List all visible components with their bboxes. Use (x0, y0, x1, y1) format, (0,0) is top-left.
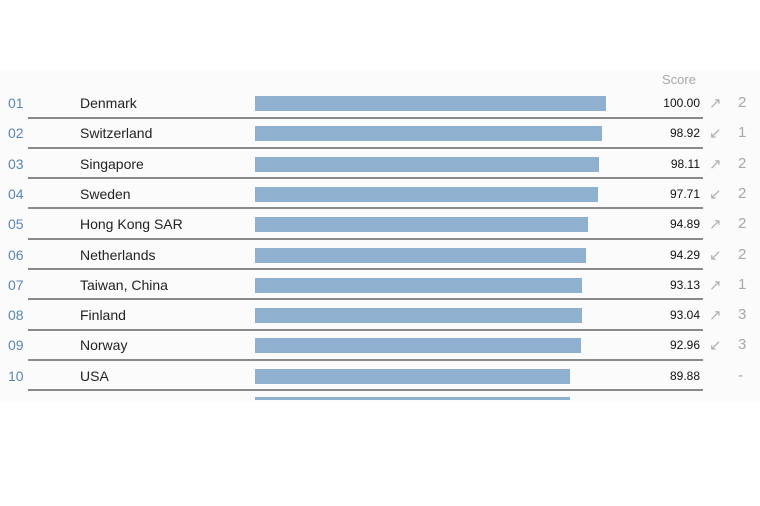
score-value: 93.13 (669, 277, 700, 292)
score-bar (255, 96, 606, 111)
ranking-row: 06 Netherlands 94.29 ↙ 2 (0, 241, 760, 271)
country-label: Finland (80, 307, 126, 324)
rank-change-value: 2 (738, 154, 747, 172)
score-value: 100.00 (663, 96, 700, 110)
arrow-up-right-icon: ↗ (709, 307, 722, 325)
row-divider (28, 146, 703, 149)
row-divider (28, 207, 703, 210)
arrow-up-right-icon: ↗ (709, 155, 722, 173)
score-bar (255, 277, 582, 293)
score-value: 92.96 (669, 338, 700, 353)
score-bar (255, 247, 586, 263)
score-bar (255, 368, 571, 384)
rank-change-value: 2 (738, 245, 747, 263)
score-value: 98.11 (670, 156, 700, 171)
score-bar (255, 126, 603, 142)
rank-change-value: 2 (738, 215, 747, 233)
ranking-row: 03 Singapore 98.11 ↗ 2 (0, 150, 760, 180)
ranking-row: 07 Taiwan, China 93.13 ↗ 1 (0, 271, 760, 301)
arrow-up-right-icon: ↗ (709, 95, 722, 112)
rank-label: 01 (8, 95, 24, 111)
score-bar (255, 338, 582, 354)
ranking-row: 10 USA 89.88 - (0, 362, 760, 392)
score-value: 94.29 (669, 247, 700, 262)
row-divider (28, 358, 703, 361)
country-label: Hong Kong SAR (80, 216, 183, 233)
ranking-row: 09 Norway 92.96 ↙ 3 (0, 331, 760, 361)
rank-change-value: 2 (738, 94, 747, 111)
score-bar (255, 308, 582, 324)
cropped-score-bar (255, 397, 570, 400)
rank-label: 08 (8, 307, 24, 324)
score-bar (255, 217, 589, 233)
score-value: 98.92 (669, 126, 700, 141)
rank-change-value: 2 (738, 184, 747, 202)
rank-change-value: 3 (738, 336, 747, 354)
rank-label: 10 (8, 367, 24, 384)
country-label: Switzerland (80, 125, 153, 142)
ranking-row: 02 Switzerland 98.92 ↙ 1 (0, 119, 760, 149)
score-value: 94.89 (669, 217, 700, 232)
country-label: USA (80, 367, 109, 384)
country-label: Sweden (80, 185, 131, 202)
arrow-down-left-icon: ↙ (709, 337, 722, 355)
rank-change-value: 1 (738, 124, 747, 142)
arrow-up-right-icon: ↗ (709, 216, 722, 234)
row-divider (28, 268, 703, 270)
score-value: 93.04 (669, 308, 700, 323)
arrow-down-left-icon: ↙ (709, 246, 722, 264)
rank-change-value: - (738, 366, 743, 384)
rank-label: 05 (8, 216, 24, 233)
row-divider (28, 328, 703, 331)
arrow-down-left-icon: ↙ (709, 125, 722, 143)
score-bar (255, 156, 600, 172)
ranking-row: 08 Finland 93.04 ↗ 3 (0, 301, 760, 331)
score-bar (255, 186, 598, 202)
rank-label: 06 (8, 246, 24, 263)
rank-label: 04 (8, 185, 24, 202)
arrow-down-left-icon: ↙ (709, 185, 722, 203)
ranking-row: 01 Denmark 100.00 ↗ 2 (0, 89, 760, 119)
row-divider (28, 177, 703, 180)
score-value: 89.88 (669, 368, 700, 383)
rank-change-value: 3 (738, 306, 747, 324)
row-divider (28, 237, 703, 240)
country-label: Norway (80, 337, 128, 354)
row-divider (28, 389, 703, 392)
row-divider (28, 116, 703, 119)
rank-change-value: 1 (738, 275, 747, 293)
row-divider (28, 298, 703, 301)
rank-label: 03 (8, 155, 24, 172)
score-value: 97.71 (669, 186, 700, 201)
rank-label: 07 (8, 276, 24, 293)
country-label: Denmark (80, 95, 137, 111)
rank-label: 09 (8, 337, 24, 354)
country-label: Taiwan, China (80, 276, 168, 293)
ranking-row: 05 Hong Kong SAR 94.89 ↗ 2 (0, 210, 760, 240)
country-label: Netherlands (80, 246, 156, 263)
country-label: Singapore (80, 155, 144, 172)
score-column-header: Score (662, 72, 696, 87)
rank-label: 02 (8, 125, 24, 142)
ranking-row: 04 Sweden 97.71 ↙ 2 (0, 180, 760, 210)
arrow-up-right-icon: ↗ (709, 276, 722, 294)
